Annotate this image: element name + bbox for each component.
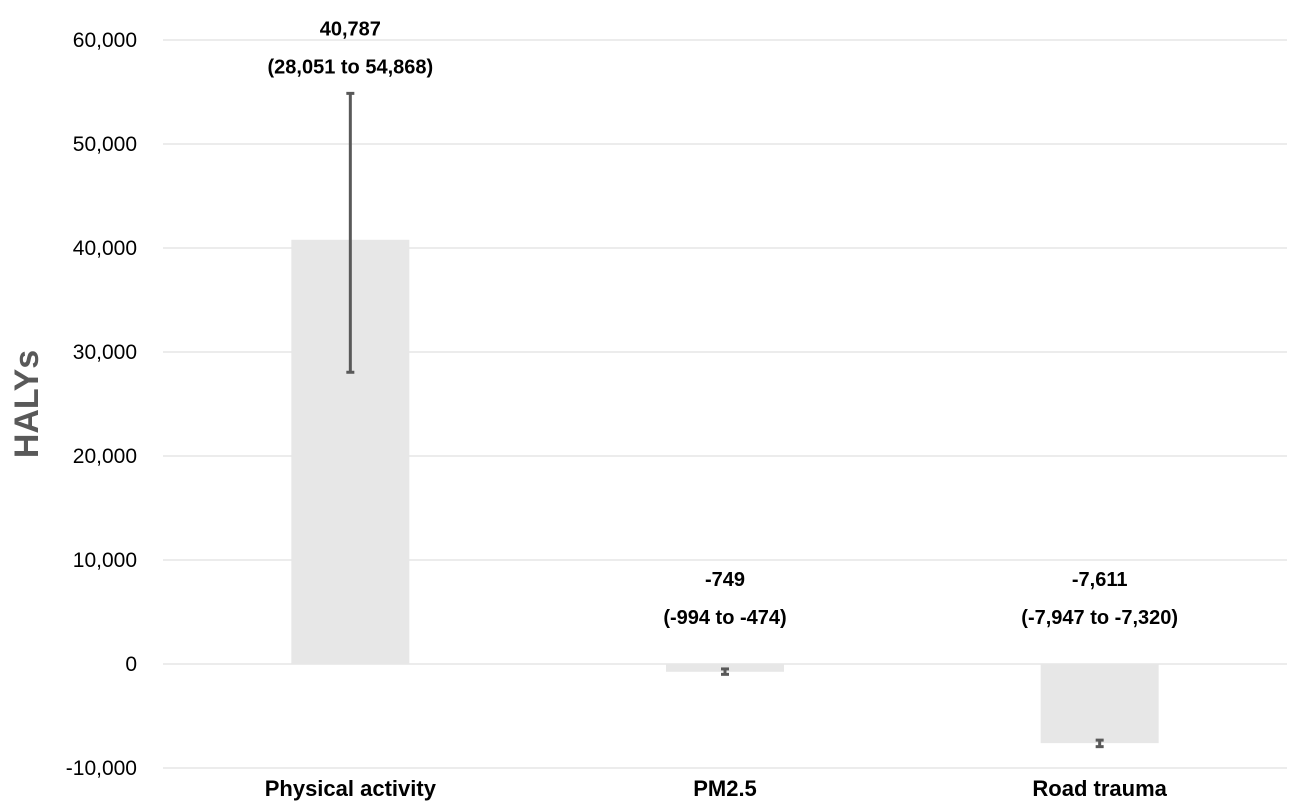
- data-label-interval: (28,051 to 54,868): [268, 56, 434, 78]
- y-tick-label: 30,000: [73, 341, 137, 364]
- bar: [1040, 664, 1159, 744]
- data-label-value: -749: [705, 569, 745, 591]
- category-label: Physical activity: [265, 776, 437, 801]
- x-axis-categories: Physical activity PM2.5 Road trauma: [265, 776, 1168, 801]
- data-label-value: 40,787: [320, 18, 381, 40]
- y-axis-ticks: -10,000 0 10,000 20,000 30,000 40,000 50,000 60…: [66, 29, 137, 780]
- data-labels: 40,787 (28,051 to 54,868) -749 (-994 to -47…: [268, 18, 1179, 629]
- y-tick-label: -10,000: [66, 757, 137, 780]
- y-tick-label: 40,000: [73, 237, 137, 260]
- y-tick-label: 60,000: [73, 29, 137, 52]
- y-tick-label: 20,000: [73, 445, 137, 468]
- category-label: Road trauma: [1032, 776, 1167, 801]
- data-label-interval: (-994 to -474): [663, 607, 786, 629]
- data-label-interval: (-7,947 to -7,320): [1021, 607, 1178, 629]
- y-tick-label: 50,000: [73, 133, 137, 156]
- y-axis-title: HALYs: [8, 350, 46, 458]
- y-tick-label: 10,000: [73, 549, 137, 572]
- category-label: PM2.5: [693, 776, 757, 801]
- error-bars: [346, 91, 1104, 749]
- y-tick-label: 0: [125, 653, 137, 676]
- data-label-value: -7,611: [1072, 569, 1128, 591]
